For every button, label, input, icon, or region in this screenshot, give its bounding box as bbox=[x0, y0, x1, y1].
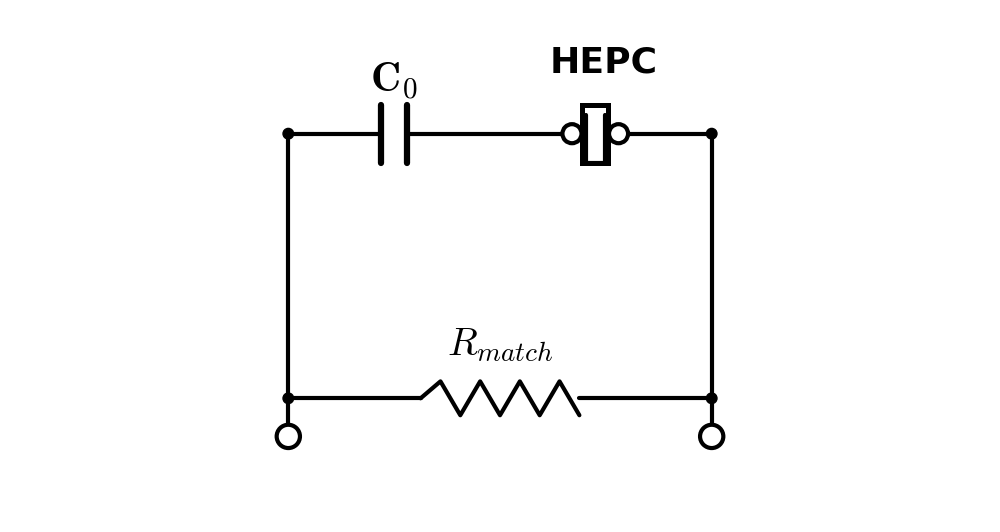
Circle shape bbox=[283, 128, 294, 139]
Text: $\mathit{R_{match}}$: $\mathit{R_{match}}$ bbox=[447, 327, 553, 364]
FancyBboxPatch shape bbox=[582, 105, 608, 163]
Text: $\mathbf{C_0}$: $\mathbf{C_0}$ bbox=[370, 60, 418, 102]
Circle shape bbox=[706, 393, 717, 404]
Circle shape bbox=[283, 393, 294, 404]
Circle shape bbox=[277, 425, 300, 448]
Circle shape bbox=[562, 124, 582, 143]
Circle shape bbox=[609, 124, 628, 143]
Circle shape bbox=[700, 425, 723, 448]
Circle shape bbox=[706, 128, 717, 139]
Text: HEPC: HEPC bbox=[549, 45, 657, 79]
